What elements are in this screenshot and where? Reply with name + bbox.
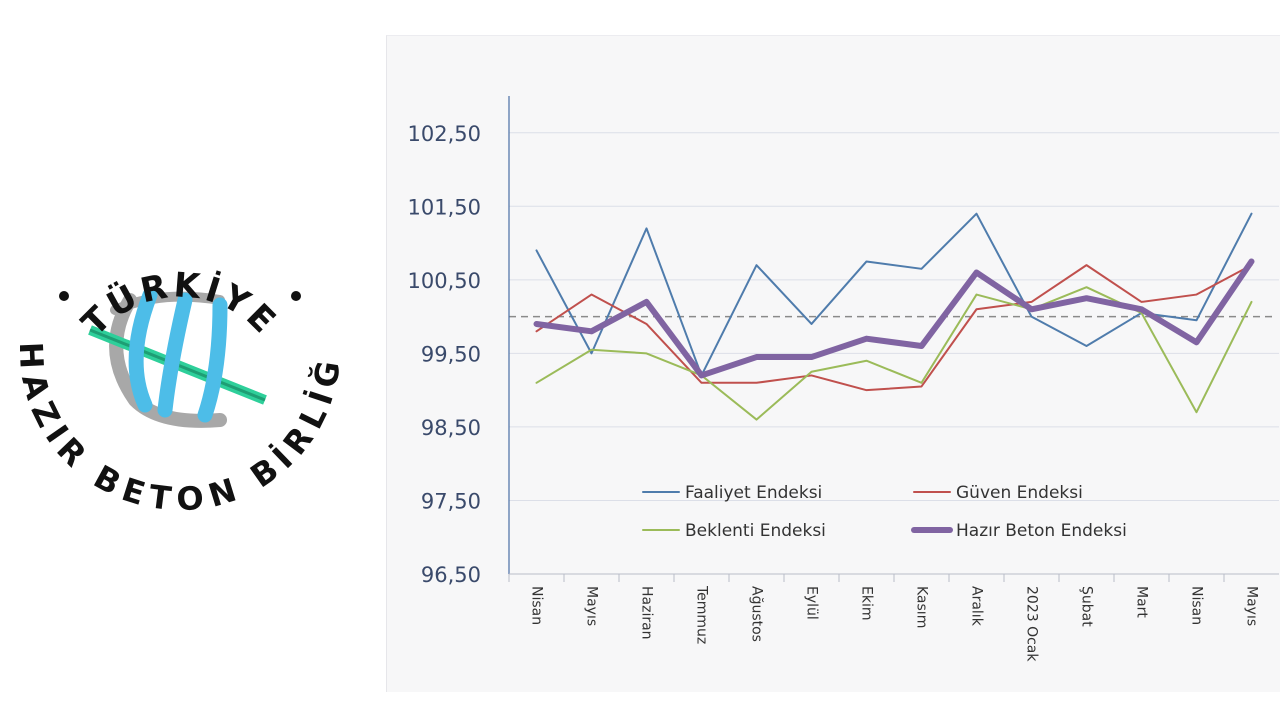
x-tick-label: Haziran (639, 586, 655, 640)
series-line-4 (533, 258, 1255, 379)
x-tick-label: Mayıs (1244, 586, 1260, 626)
grid-lines (509, 132, 1279, 501)
series-lines (533, 212, 1255, 421)
x-tick-label: Nisan (1189, 586, 1205, 625)
x-tick-label: Aralık (969, 586, 985, 627)
x-tick-label: Mart (1134, 586, 1150, 618)
y-tick-label: 96,50 (421, 563, 481, 587)
series-line-2 (535, 264, 1253, 392)
y-tick-label: 101,50 (408, 195, 481, 219)
legend: Faaliyet Endeksi Güven Endeksi Beklenti En… (642, 483, 1127, 541)
globe-emblem-icon (88, 287, 267, 428)
x-tick-label: 2023 Ocak (1024, 586, 1040, 662)
y-tick-label: 102,50 (408, 122, 481, 146)
x-tick-label: Temmuz (694, 585, 710, 644)
logo-dot-right (291, 291, 301, 301)
legend-label: Beklenti Endeksi (685, 521, 826, 541)
x-tick-label: Kasım (914, 586, 930, 628)
x-tick-label: Mayıs (584, 586, 600, 626)
axes: 96,50 97,50 98,50 99,50 100,50 101,50 102,50 Ni… (408, 96, 1279, 662)
y-tick-label: 97,50 (421, 489, 481, 513)
x-tick-label: Ekim (859, 586, 875, 620)
y-tick-label: 99,50 (421, 342, 481, 366)
y-tick-label: 98,50 (421, 416, 481, 440)
y-tick-label: 100,50 (408, 269, 481, 293)
legend-label: Faaliyet Endeksi (685, 483, 822, 503)
x-tick-label: Ağustos (749, 586, 765, 642)
x-tick-label: Nisan (529, 586, 545, 625)
series-line-1 (535, 212, 1253, 377)
turkiye-hazir-beton-birligi-logo: TÜRKİYE HAZIR BETON BİRLİĞİ (20, 200, 340, 519)
line-chart: 96,50 97,50 98,50 99,50 100,50 101,50 102,50 Ni… (408, 96, 1279, 662)
x-tick-label: Eylül (804, 586, 820, 620)
chart-panel: 96,50 97,50 98,50 99,50 100,50 101,50 102,50 Ni… (386, 35, 1280, 692)
legend-label: Güven Endeksi (956, 483, 1083, 503)
legend-label: Hazır Beton Endeksi (956, 521, 1127, 541)
logo-dot-left (59, 291, 69, 301)
x-tick-label: Şubat (1079, 586, 1095, 627)
